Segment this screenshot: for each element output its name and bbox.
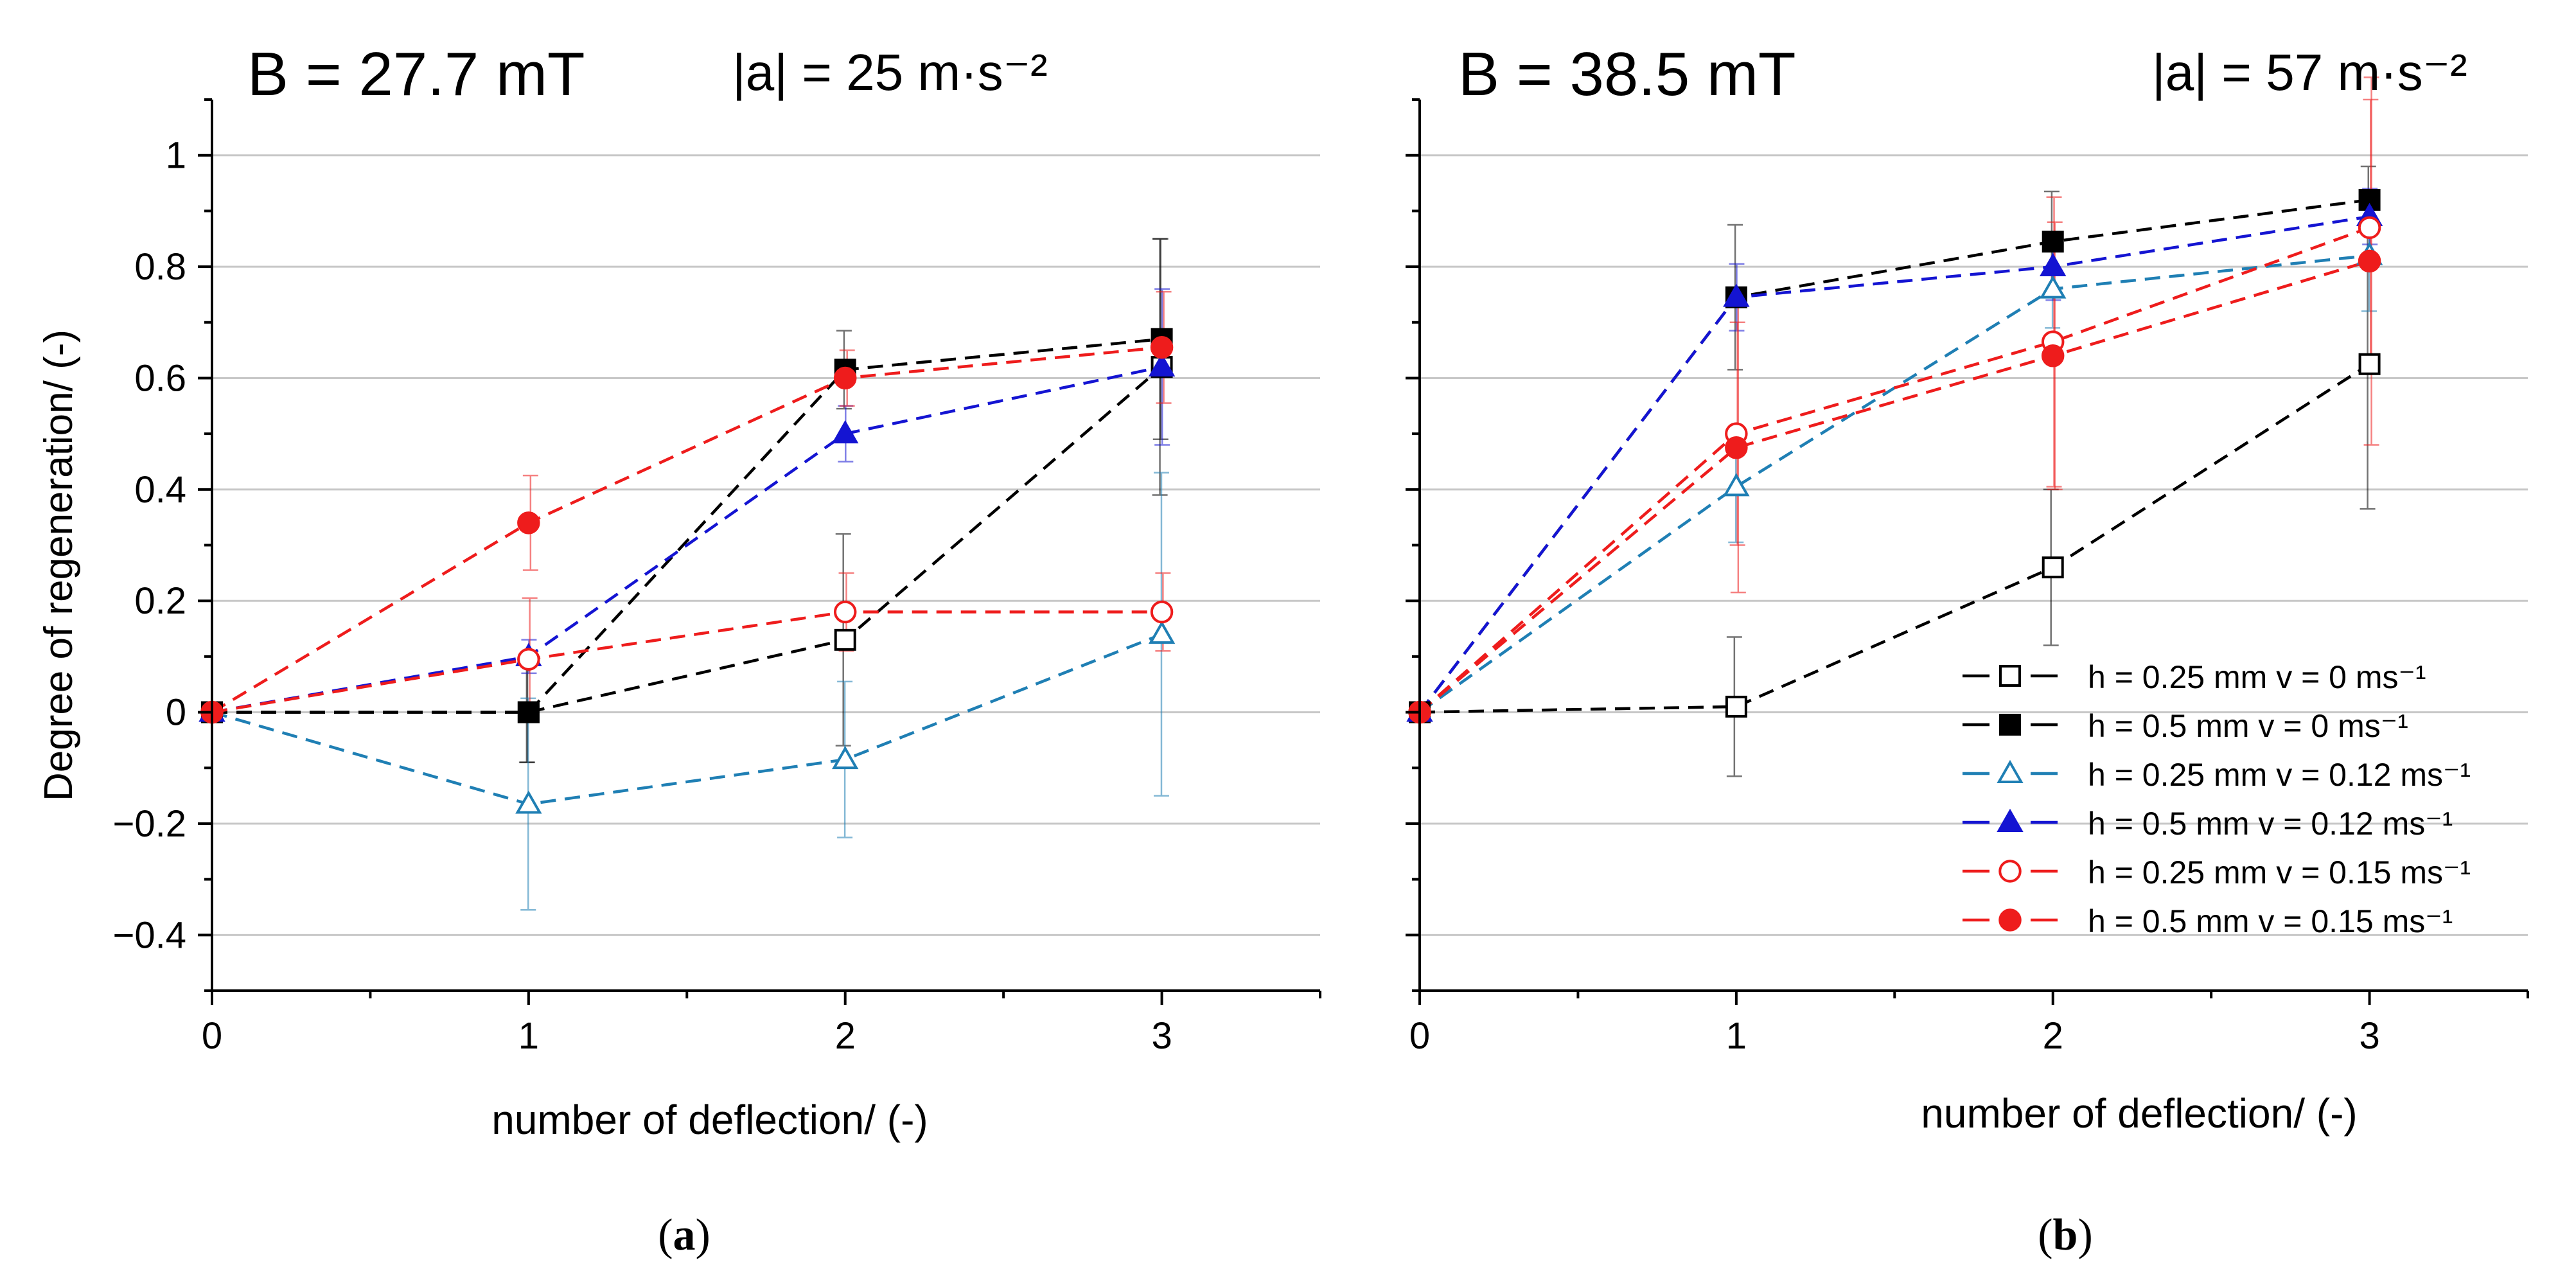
legend-marker bbox=[1997, 759, 2024, 783]
series-line bbox=[211, 346, 1162, 714]
series-line bbox=[1418, 260, 2370, 714]
legend-label: h = 0.5 mm v = 0.15 ms⁻¹ bbox=[2088, 903, 2453, 939]
data-point bbox=[1150, 336, 1174, 359]
data-point bbox=[833, 366, 857, 390]
data-point bbox=[2358, 353, 2381, 375]
x-tick-label: 3 bbox=[1151, 1015, 1172, 1057]
y-tick-label: 1 bbox=[166, 135, 186, 177]
y-tick-label: −0.2 bbox=[113, 803, 187, 845]
series-line bbox=[1419, 362, 2370, 714]
series-line bbox=[211, 610, 1162, 714]
series-lines bbox=[1418, 198, 2370, 714]
x-axis-label: number of deflection/ (-) bbox=[1921, 1090, 2357, 1137]
data-point bbox=[517, 511, 540, 535]
legend-marker bbox=[1997, 808, 2024, 832]
data-point bbox=[834, 628, 856, 651]
legend-label: h = 0.25 mm v = 0 ms⁻¹ bbox=[2088, 659, 2426, 695]
legend: h = 0.25 mm v = 0 ms⁻¹ h = 0.5 mm v = 0 m… bbox=[1963, 659, 2471, 939]
y-tick-label: 0.2 bbox=[134, 580, 186, 622]
x-tick-labels: 0 1 2 3 bbox=[1409, 1015, 2380, 1057]
chart-title: B = 27.7 mT bbox=[247, 40, 585, 109]
legend-entry: h = 0.5 mm v = 0 ms⁻¹ bbox=[1963, 708, 2408, 744]
data-point bbox=[1148, 353, 1176, 377]
series-line bbox=[211, 633, 1163, 806]
y-axis-label: Degree of regeneration/ (-) bbox=[37, 330, 81, 801]
y-tick-label: 0.6 bbox=[134, 357, 186, 399]
data-point bbox=[832, 745, 859, 770]
x-tick-label: 1 bbox=[1726, 1015, 1747, 1057]
x-tick-label: 0 bbox=[202, 1015, 222, 1057]
data-point bbox=[2040, 252, 2067, 276]
data-point bbox=[2042, 231, 2064, 253]
data-point bbox=[2358, 249, 2381, 273]
y-tick-label: 0 bbox=[166, 692, 186, 734]
legend-marker bbox=[1999, 714, 2021, 736]
x-tick-label: 0 bbox=[1409, 1015, 1430, 1057]
chart-subtitle: |a| = 57 m·s⁻² bbox=[2152, 44, 2467, 101]
x-tick-labels: 0 1 2 3 bbox=[202, 1015, 1172, 1057]
chart-subtitle: |a| = 25 m·s⁻² bbox=[732, 44, 1048, 101]
y-tick-label: 0.8 bbox=[134, 246, 186, 288]
x-axis-label: number of deflection/ (-) bbox=[491, 1097, 928, 1143]
y-tick-label: −0.4 bbox=[113, 914, 187, 956]
data-point bbox=[1148, 620, 1176, 644]
data-point bbox=[833, 600, 857, 624]
x-tick-label: 1 bbox=[518, 1015, 539, 1057]
legend-label: h = 0.25 mm v = 0.15 ms⁻¹ bbox=[2088, 854, 2471, 890]
legend-entry: h = 0.25 mm v = 0.12 ms⁻¹ bbox=[1963, 757, 2471, 793]
data-point bbox=[517, 648, 540, 671]
panel-label-a: (a) bbox=[658, 1210, 710, 1260]
data-point bbox=[517, 701, 540, 723]
data-point bbox=[1725, 695, 1747, 718]
legend-entry: h = 0.5 mm v = 0.15 ms⁻¹ bbox=[1963, 903, 2453, 939]
legend-label: h = 0.5 mm v = 0.12 ms⁻¹ bbox=[2088, 806, 2453, 842]
series-lines bbox=[211, 337, 1163, 806]
legend-entry: h = 0.25 mm v = 0.15 ms⁻¹ bbox=[1963, 854, 2471, 890]
data-point bbox=[1723, 473, 1750, 497]
x-tick-label: 3 bbox=[2359, 1015, 2379, 1057]
legend-marker bbox=[1998, 860, 2022, 883]
series-line bbox=[1418, 198, 2370, 713]
y-tick-label: 0.4 bbox=[134, 469, 186, 511]
data-point bbox=[2041, 344, 2065, 367]
legend-entry: h = 0.5 mm v = 0.12 ms⁻¹ bbox=[1963, 806, 2453, 842]
y-tick-labels: −0.4 −0.2 0 0.2 0.4 0.6 0.8 1 bbox=[113, 135, 187, 957]
data-point bbox=[1723, 283, 1750, 307]
data-point bbox=[1150, 600, 1174, 624]
x-tick-label: 2 bbox=[2043, 1015, 2063, 1057]
data-point bbox=[515, 790, 542, 814]
legend-entry: h = 0.25 mm v = 0 ms⁻¹ bbox=[1963, 659, 2426, 695]
chart-title: B = 38.5 mT bbox=[1458, 40, 1796, 109]
legend-marker bbox=[1999, 665, 2021, 687]
axes bbox=[198, 98, 1321, 1005]
series-line bbox=[212, 337, 1162, 714]
data-point bbox=[1725, 436, 1748, 459]
data-point bbox=[2042, 556, 2064, 579]
series-line bbox=[1418, 226, 2370, 714]
legend-label: h = 0.25 mm v = 0.12 ms⁻¹ bbox=[2088, 757, 2471, 793]
data-markers bbox=[198, 328, 1176, 814]
data-point bbox=[2040, 275, 2067, 299]
legend-label: h = 0.5 mm v = 0 ms⁻¹ bbox=[2088, 708, 2408, 744]
axes bbox=[1406, 98, 2529, 1005]
x-tick-label: 2 bbox=[835, 1015, 856, 1057]
data-point bbox=[2358, 216, 2381, 240]
panel-label-b: (b) bbox=[2038, 1210, 2093, 1260]
chart-panel-b: 0 1 2 3 B = 38.5 mT |a| = 57 m·s⁻² number o… bbox=[1406, 40, 2529, 1260]
legend-marker bbox=[1998, 908, 2022, 932]
data-point bbox=[832, 420, 859, 444]
